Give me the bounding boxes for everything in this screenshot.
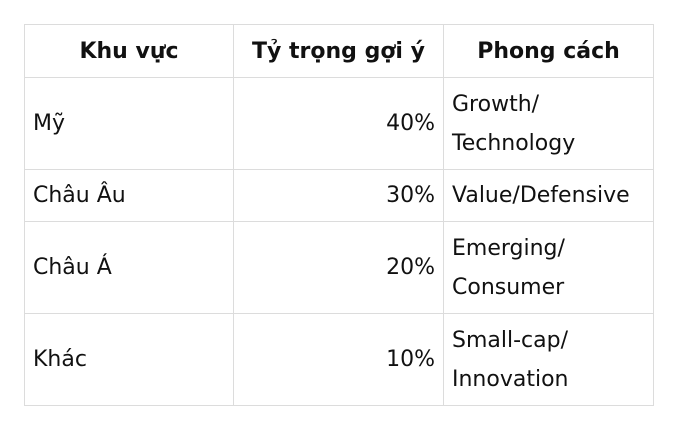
table-row: Khác 10% Small-cap/Innovation: [24, 313, 654, 406]
weight-cell: 40%: [233, 77, 444, 170]
weight-cell: 10%: [233, 313, 444, 406]
weight-cell: 30%: [233, 169, 444, 222]
region-cell: Khác: [24, 313, 234, 406]
style-line: Small-cap/: [452, 327, 568, 353]
weight-cell: 20%: [233, 221, 444, 314]
allocation-table: Khu vực Tỷ trọng gợi ý Phong cách Mỹ 40%…: [24, 24, 654, 406]
region-cell: Châu Âu: [24, 169, 234, 222]
style-cell: Small-cap/Innovation: [443, 313, 654, 406]
style-cell: Growth/Technology: [443, 77, 654, 170]
header-row: Khu vực Tỷ trọng gợi ý Phong cách: [24, 24, 654, 78]
table-row: Châu Á 20% Emerging/Consumer: [24, 221, 654, 314]
style-line: Value/Defensive: [452, 183, 630, 208]
header-region: Khu vực: [24, 24, 234, 78]
style-line: Growth/: [452, 91, 540, 117]
region-cell: Mỹ: [24, 77, 234, 170]
style-line: Technology: [452, 130, 576, 156]
table-row: Mỹ 40% Growth/Technology: [24, 77, 654, 170]
header-style: Phong cách: [443, 24, 654, 78]
style-line: Innovation: [452, 366, 569, 392]
style-cell: Emerging/Consumer: [443, 221, 654, 314]
header-weight: Tỷ trọng gợi ý: [233, 24, 444, 78]
style-line: Emerging/: [452, 235, 565, 261]
style-line: Consumer: [452, 274, 565, 300]
style-cell: Value/Defensive: [443, 169, 654, 222]
region-cell: Châu Á: [24, 221, 234, 314]
table-row: Châu Âu 30% Value/Defensive: [24, 169, 654, 222]
